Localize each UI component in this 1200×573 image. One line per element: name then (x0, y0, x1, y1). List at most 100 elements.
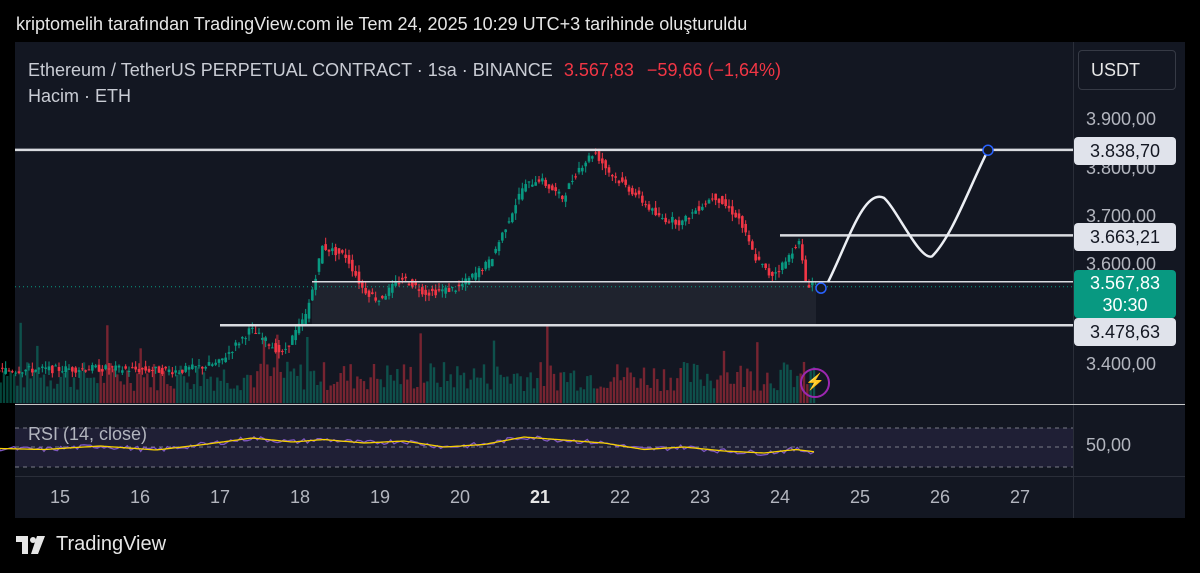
last-price-label: 3.567,83 30:30 (1074, 270, 1176, 318)
candle-body (477, 268, 481, 278)
volume-bar (119, 381, 122, 403)
candle-body (227, 352, 231, 354)
volume-bar (162, 371, 166, 403)
volume-bar (142, 377, 146, 403)
price-tick: 3.900,00 (1086, 109, 1157, 129)
volume-bar (562, 372, 566, 403)
candle-body (141, 368, 144, 370)
candle-body (801, 244, 804, 261)
volume-bar (582, 389, 586, 403)
candle-body (217, 359, 221, 363)
currency-button[interactable]: USDT (1078, 50, 1176, 90)
candle-body (437, 289, 441, 291)
volume-bar (322, 362, 326, 403)
volume-bar (422, 382, 426, 403)
volume-bar (492, 340, 496, 403)
volume-bar (39, 377, 42, 403)
volume-bar (339, 373, 342, 403)
volume-bar (532, 388, 536, 403)
candle-body (754, 254, 757, 261)
candle-body (67, 368, 71, 370)
lightning-icon[interactable]: ⚡ (800, 368, 830, 398)
candle-body (297, 323, 301, 334)
candle-body (764, 263, 767, 268)
volume-bar (739, 365, 742, 403)
candle-body (647, 204, 651, 210)
candle-body (114, 365, 117, 371)
volume-bar (352, 388, 356, 403)
volume-bar (679, 368, 682, 403)
candle-body (107, 368, 111, 370)
volume-bar (349, 364, 352, 403)
volume-bar (399, 384, 402, 403)
volume-bar (572, 370, 576, 403)
candle-body (207, 362, 211, 366)
candle-body (64, 366, 67, 373)
candle-body (544, 179, 547, 186)
time-tick: 20 (449, 487, 471, 507)
volume-bar (786, 364, 789, 403)
volume-bar (406, 379, 409, 403)
level-label: 3.838,70 (1074, 137, 1176, 165)
price-axis-separator (1073, 42, 1074, 518)
candle-body (317, 258, 321, 272)
volume-bar (206, 378, 209, 403)
candle-body (604, 160, 607, 169)
candle-body (434, 289, 437, 296)
last-price: 3.567,83 (563, 60, 634, 80)
candle-body (777, 271, 781, 273)
candle-body (14, 372, 17, 374)
chart-panel[interactable] (15, 42, 1185, 518)
volume-bar (319, 381, 322, 403)
candle-body (451, 287, 454, 289)
volume-bar (82, 362, 86, 403)
candle-body (321, 245, 324, 264)
symbol-legend[interactable]: Ethereum / TetherUS PERPETUAL CONTRACT ·… (28, 60, 781, 81)
candle-body (671, 216, 674, 223)
candle-body (134, 366, 137, 370)
candle-body (577, 167, 581, 173)
candle-body (747, 235, 751, 242)
volume-bar (272, 367, 276, 403)
volume-bar (526, 377, 529, 403)
candle-body (471, 273, 474, 278)
candle-body (127, 370, 131, 373)
volume-bar (706, 373, 709, 403)
volume-bar (249, 375, 252, 403)
volume-bar (242, 377, 246, 403)
volume-bar (519, 376, 522, 403)
pane-separator[interactable] (15, 404, 1185, 405)
volume-bar (386, 365, 389, 403)
volume-bar (289, 371, 292, 403)
volume-bar (72, 377, 76, 403)
candle-body (37, 368, 41, 370)
volume-legend[interactable]: Hacim · ETH (28, 86, 131, 106)
time-tick: 17 (209, 487, 231, 507)
candle-body (97, 364, 101, 372)
volume-bar (262, 337, 266, 403)
candle-body (331, 248, 334, 252)
candle-body (607, 167, 611, 173)
candle-body (507, 221, 511, 223)
price-tick: 3.400,00 (1086, 354, 1157, 374)
candle-body (641, 195, 644, 203)
volume-bar (202, 372, 206, 403)
volume-bar (186, 382, 189, 403)
time-tick: 21 (529, 487, 551, 507)
volume-bar (26, 362, 29, 403)
volume-bar (16, 385, 19, 403)
candle-body (414, 282, 417, 286)
candle-body (811, 282, 814, 286)
time-tick: 15 (49, 487, 71, 507)
candle-body (421, 287, 424, 295)
volume-bar (226, 382, 229, 403)
candle-body (597, 151, 601, 161)
candle-body (264, 337, 267, 341)
candle-body (654, 207, 657, 216)
volume-bar (96, 383, 99, 403)
rsi-legend[interactable]: RSI (14, close) (28, 424, 148, 444)
candle-body (74, 367, 77, 373)
candle-body (657, 213, 661, 216)
volume-bar (109, 363, 112, 403)
